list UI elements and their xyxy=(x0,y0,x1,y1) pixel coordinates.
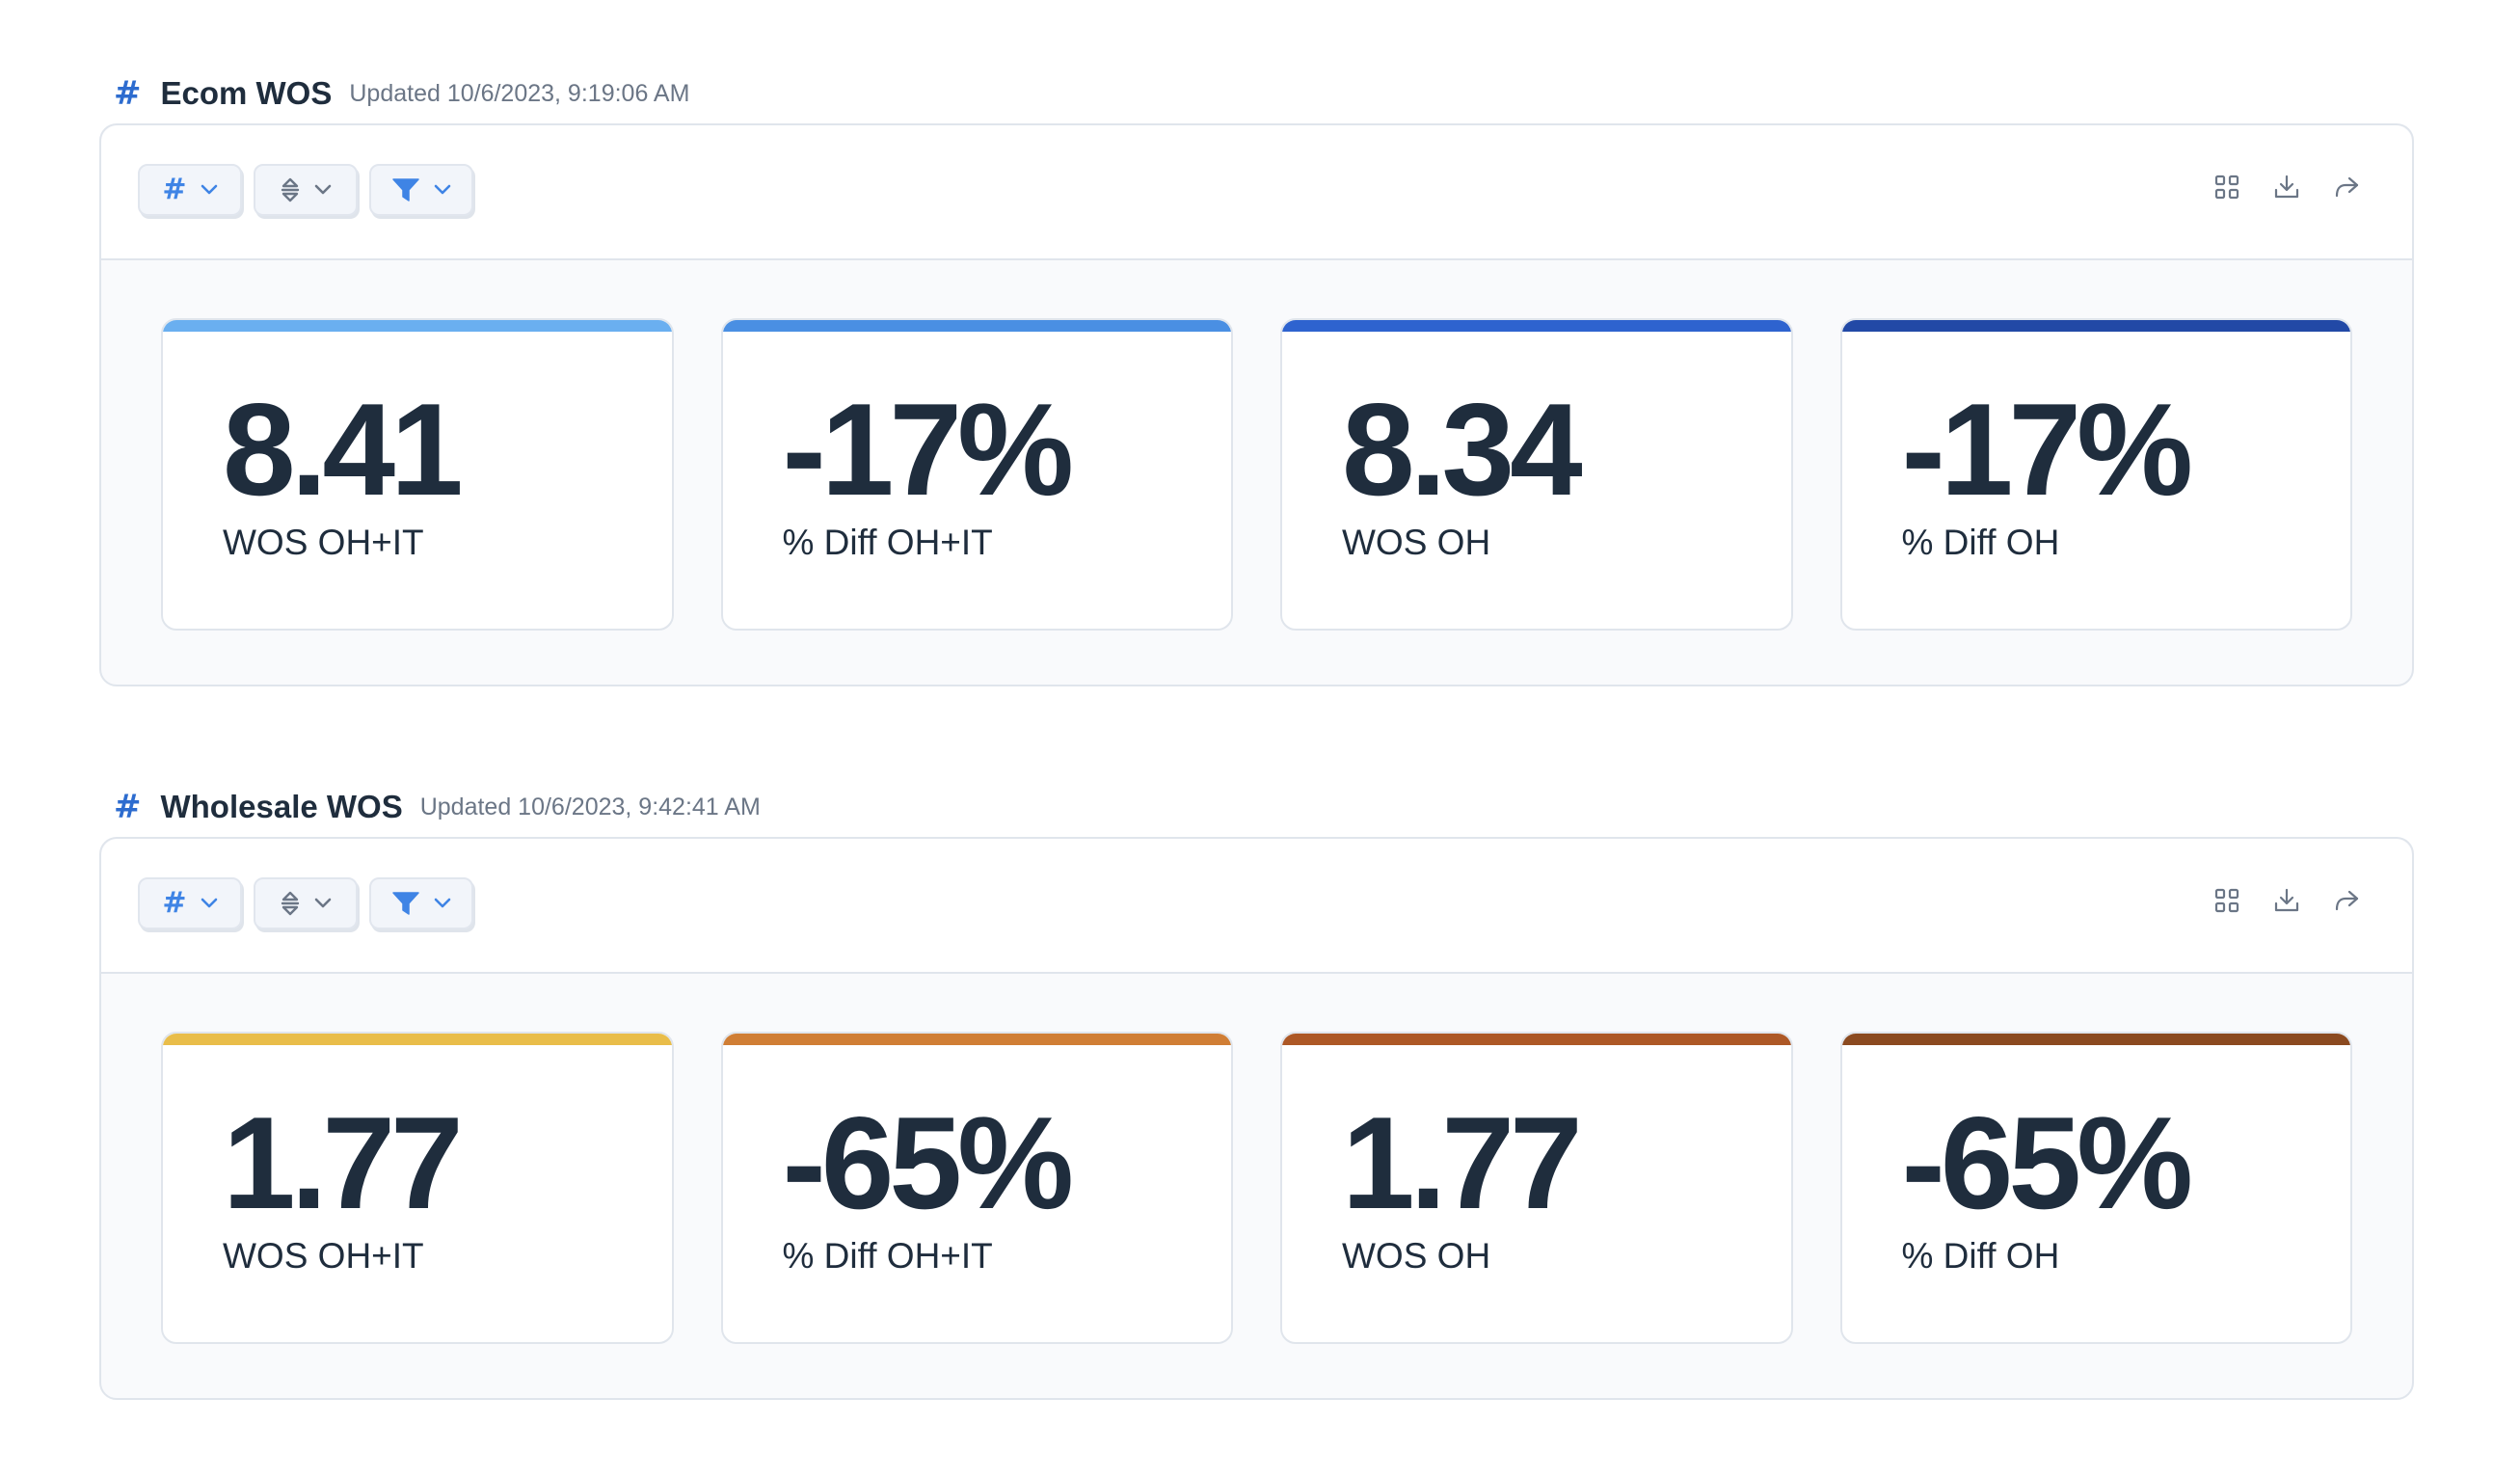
kpi-card-diff-oh-it[interactable]: -17% % Diff OH+IT xyxy=(720,318,1233,631)
kpi-label: WOS OH+IT xyxy=(223,1236,424,1276)
kpi-label: % Diff OH+IT xyxy=(782,523,993,562)
card-accent-bar xyxy=(1841,1034,2350,1045)
hash-icon: # xyxy=(162,886,187,920)
card-accent-bar xyxy=(163,1034,672,1045)
kpi-label: % Diff OH xyxy=(1901,523,2060,562)
share-button[interactable] xyxy=(2331,172,2362,202)
filter-dropdown-button[interactable] xyxy=(369,164,473,216)
section-header: # Wholesale WOS Updated 10/6/2023, 9:42:… xyxy=(99,781,2414,833)
share-icon xyxy=(2335,176,2359,198)
share-icon xyxy=(2335,890,2359,911)
grid-icon xyxy=(2214,175,2239,200)
download-button[interactable] xyxy=(2271,885,2302,916)
toolbar: # xyxy=(101,839,2412,974)
grid-icon xyxy=(2214,888,2239,913)
grid-view-button[interactable] xyxy=(2212,172,2242,202)
format-dropdown-button[interactable]: # xyxy=(138,164,242,216)
section-title: Ecom WOS xyxy=(160,75,333,111)
kpi-card-wos-oh-it[interactable]: 1.77 WOS OH+IT xyxy=(161,1032,674,1344)
section-title: Wholesale WOS xyxy=(160,789,403,824)
filter-icon xyxy=(392,892,419,915)
download-icon xyxy=(2274,175,2299,199)
kpi-card-wos-oh[interactable]: 8.34 WOS OH xyxy=(1280,318,1793,631)
card-accent-bar xyxy=(722,1034,1231,1045)
kpi-label: % Diff OH+IT xyxy=(782,1236,993,1276)
toolbar-actions xyxy=(2212,172,2362,202)
download-icon xyxy=(2274,888,2299,912)
kpi-card-diff-oh[interactable]: -65% % Diff OH xyxy=(1839,1032,2352,1344)
sort-dropdown-button[interactable] xyxy=(254,164,358,216)
toolbar-actions xyxy=(2212,885,2362,916)
kpi-value: -65% xyxy=(782,1089,1074,1236)
card-accent-bar xyxy=(163,320,672,332)
grid-view-button[interactable] xyxy=(2212,885,2242,916)
kpi-value: -17% xyxy=(782,376,1074,523)
kpi-card-wos-oh[interactable]: 1.77 WOS OH xyxy=(1280,1032,1793,1344)
cards-area: 8.41 WOS OH+IT -17% % Diff OH+IT 8.34 WO… xyxy=(101,260,2412,685)
kpi-value: 1.77 xyxy=(1342,1089,1583,1236)
kpi-label: % Diff OH xyxy=(1901,1236,2060,1276)
kpi-cards: 1.77 WOS OH+IT -65% % Diff OH+IT 1.77 WO… xyxy=(161,1032,2352,1344)
kpi-card-wos-oh-it[interactable]: 8.41 WOS OH+IT xyxy=(161,318,674,631)
format-dropdown-button[interactable]: # xyxy=(138,877,242,929)
chevron-down-icon xyxy=(434,184,451,195)
chevron-down-icon xyxy=(314,184,332,195)
kpi-value: -65% xyxy=(1901,1089,2193,1236)
hash-icon: # xyxy=(114,788,142,826)
kpi-value: 8.41 xyxy=(223,376,464,523)
card-accent-bar xyxy=(1282,320,1791,332)
sort-icon xyxy=(281,177,300,202)
kpi-label: WOS OH+IT xyxy=(223,523,424,562)
sort-icon xyxy=(281,891,300,916)
hash-icon: # xyxy=(114,74,142,113)
toolbar: # xyxy=(101,125,2412,260)
kpi-value: -17% xyxy=(1901,376,2193,523)
filter-icon xyxy=(392,178,419,202)
chevron-down-icon xyxy=(201,184,217,195)
kpi-label: WOS OH xyxy=(1342,523,1491,562)
chevron-down-icon xyxy=(314,898,332,908)
card-accent-bar xyxy=(722,320,1231,332)
kpi-label: WOS OH xyxy=(1342,1236,1491,1276)
kpi-cards: 8.41 WOS OH+IT -17% % Diff OH+IT 8.34 WO… xyxy=(161,318,2352,631)
kpi-card-diff-oh[interactable]: -17% % Diff OH xyxy=(1839,318,2352,631)
kpi-value: 8.34 xyxy=(1342,376,1583,523)
kpi-value: 1.77 xyxy=(223,1089,464,1236)
section-ecom-wos: # Ecom WOS Updated 10/6/2023, 9:19:06 AM… xyxy=(99,67,2414,686)
chevron-down-icon xyxy=(434,898,451,908)
sort-dropdown-button[interactable] xyxy=(254,877,358,929)
panel: # xyxy=(99,123,2414,686)
card-accent-bar xyxy=(1841,320,2350,332)
chevron-down-icon xyxy=(201,898,217,908)
download-button[interactable] xyxy=(2271,172,2302,202)
updated-timestamp: Updated 10/6/2023, 9:42:41 AM xyxy=(419,793,761,820)
section-wholesale-wos: # Wholesale WOS Updated 10/6/2023, 9:42:… xyxy=(99,781,2414,1400)
hash-icon: # xyxy=(162,173,187,206)
section-header: # Ecom WOS Updated 10/6/2023, 9:19:06 AM xyxy=(99,67,2414,120)
card-accent-bar xyxy=(1282,1034,1791,1045)
updated-timestamp: Updated 10/6/2023, 9:19:06 AM xyxy=(349,79,690,107)
cards-area: 1.77 WOS OH+IT -65% % Diff OH+IT 1.77 WO… xyxy=(101,974,2412,1398)
panel: # xyxy=(99,837,2414,1400)
kpi-card-diff-oh-it[interactable]: -65% % Diff OH+IT xyxy=(720,1032,1233,1344)
filter-dropdown-button[interactable] xyxy=(369,877,473,929)
share-button[interactable] xyxy=(2331,885,2362,916)
